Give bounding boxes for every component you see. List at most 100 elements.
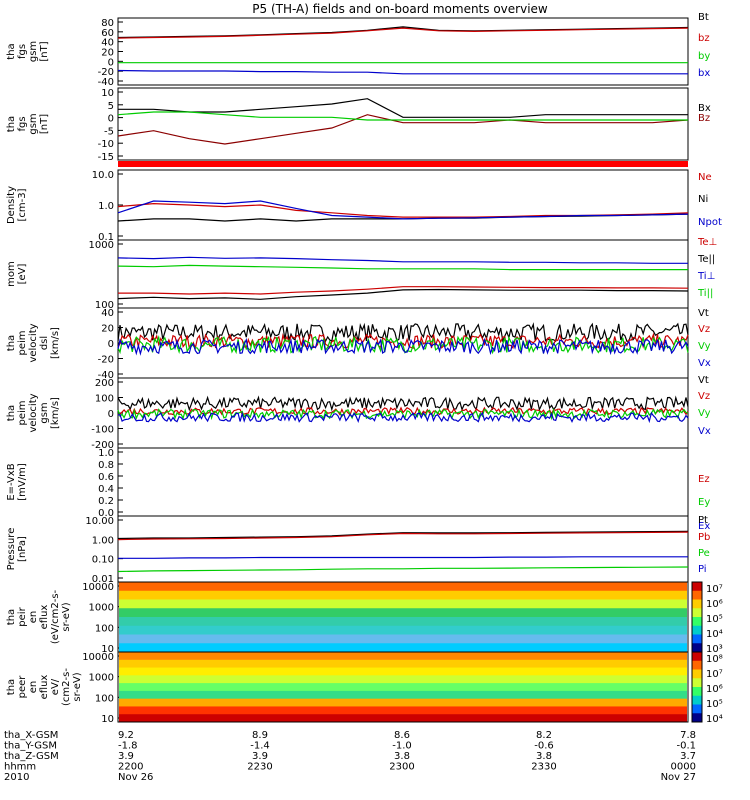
ylabel-line: peer bbox=[17, 675, 28, 699]
separator-bar bbox=[118, 161, 688, 167]
ylabel-line: gsm bbox=[28, 113, 39, 134]
colorbar-segment bbox=[692, 634, 702, 644]
ylabel-line: velocity bbox=[28, 393, 39, 432]
panel-efield: E=-VxB [mV/m] 1.00.80.60.40.20.0 Ez Ey Ex bbox=[6, 447, 710, 532]
colorbar-segment bbox=[692, 590, 702, 600]
ytick-label: 10000 bbox=[82, 652, 114, 663]
ytick-label: -20 bbox=[98, 67, 114, 78]
legend-Ey: Ey bbox=[698, 497, 710, 508]
time-row-value: -1.8 bbox=[118, 741, 138, 752]
ylabel-line: peir bbox=[17, 606, 28, 626]
ylabel-line: en bbox=[28, 611, 39, 624]
ytick-label: 0 bbox=[108, 114, 114, 125]
colorbar-tick: 10⁷ bbox=[706, 669, 723, 680]
ytick-label: 200 bbox=[95, 378, 114, 389]
spectrogram-band bbox=[119, 698, 687, 707]
ytick-label: 1000 bbox=[89, 603, 114, 614]
legend-Vz: Vz bbox=[698, 324, 710, 335]
series-line-Pb bbox=[117, 531, 689, 541]
ytick-label: -20 bbox=[98, 355, 114, 366]
ytick-label: 80 bbox=[101, 18, 114, 29]
colorbar-segment bbox=[692, 652, 702, 662]
time-row-value: 9.2 bbox=[118, 730, 134, 741]
ytick-label: -15 bbox=[98, 152, 114, 163]
ylabel-line: E=-VxB bbox=[6, 463, 17, 500]
series-line-Pi bbox=[118, 556, 688, 559]
ytick-label: 10 bbox=[101, 644, 114, 655]
colorbar-segment bbox=[692, 713, 702, 723]
ylabel-line: gsm bbox=[39, 402, 50, 423]
spectrogram-band bbox=[119, 667, 687, 676]
legend-Pi: Pi bbox=[698, 564, 707, 575]
legend-Ne: Ne bbox=[698, 172, 712, 183]
colorbar-segment bbox=[692, 625, 702, 635]
spectrogram-band bbox=[119, 634, 687, 644]
ytick-label: 10000 bbox=[82, 582, 114, 593]
legend-Pe: Pe bbox=[698, 548, 710, 559]
spectrogram-band bbox=[119, 652, 687, 661]
legend-by: by bbox=[698, 51, 710, 62]
panel-density: Density [cm-3] 10.0 1.0 0.1 Ne Ni Npot bbox=[6, 169, 722, 243]
legend-Npot: Npot bbox=[698, 217, 722, 228]
ylabel-line: eflux bbox=[39, 675, 50, 700]
time-row-name: tha_Z-GSM bbox=[4, 751, 59, 762]
ytick-label: 1000 bbox=[89, 240, 114, 251]
series-line-Pt bbox=[117, 530, 689, 540]
ytick-label: 10.00 bbox=[85, 516, 114, 527]
time-row-value: 2330 bbox=[531, 762, 556, 773]
ytick-label: 20 bbox=[101, 48, 114, 59]
ylabel-line: sr-eV) bbox=[61, 602, 72, 631]
series-line-Ti⊥ bbox=[117, 256, 688, 264]
time-row-value: Nov 27 bbox=[661, 772, 696, 783]
time-row-name: hhmm bbox=[4, 762, 36, 773]
ylabel-line: tha bbox=[6, 405, 17, 421]
colorbar-segment bbox=[692, 669, 702, 679]
ytick-label: 1000 bbox=[89, 673, 114, 684]
legend-bx: bx bbox=[698, 68, 710, 79]
ylabel-line: gsm bbox=[28, 41, 39, 62]
ytick-label: -40 bbox=[98, 77, 114, 88]
series-line-Pe bbox=[117, 566, 689, 573]
ylabel-line: en bbox=[28, 681, 39, 694]
ytick-label: 20 bbox=[101, 324, 114, 335]
legend-Pt: Pt bbox=[698, 515, 708, 526]
time-row-value: Nov 26 bbox=[118, 772, 153, 783]
colorbar-segment bbox=[692, 704, 702, 714]
ytick-label: -10 bbox=[98, 139, 114, 150]
legend-Pb: Pb bbox=[698, 532, 710, 543]
legend-Vt: Vt bbox=[698, 375, 709, 386]
series-line-Vt bbox=[117, 395, 689, 412]
ytick-label: 0.4 bbox=[98, 484, 114, 495]
ylabel-line: velocity bbox=[28, 323, 39, 362]
ylabel-line: Density bbox=[6, 186, 17, 224]
spectrogram-band bbox=[119, 625, 687, 635]
ytick-label: -40 bbox=[98, 370, 114, 381]
ytick-label: 0.6 bbox=[98, 472, 114, 483]
time-row-value: 2230 bbox=[247, 762, 272, 773]
time-row-value: -1.4 bbox=[250, 741, 270, 752]
panel-peim: tha peim velocity dsl [km/s] 40 20 0 -20 -40 Vt Vz V… bbox=[6, 307, 711, 381]
ytick-label: -100 bbox=[91, 425, 114, 436]
legend-Vx: Vx bbox=[698, 426, 711, 437]
time-row-value: 0000 bbox=[671, 762, 696, 773]
series-line-Vy bbox=[117, 335, 689, 355]
time-row-value: -1.0 bbox=[392, 741, 412, 752]
colorbar-segment bbox=[692, 695, 702, 705]
panel-frame bbox=[117, 651, 689, 723]
ytick-label: 0.8 bbox=[98, 460, 114, 471]
ylabel-line: [cm-3] bbox=[17, 188, 28, 221]
series-line-Vx bbox=[117, 337, 689, 356]
panel-peer: tha peer en eflux eV/(cm2-s-sr-eV) 10000 1000 1… bbox=[6, 651, 723, 725]
ytick-label: 100 bbox=[95, 394, 114, 405]
legend-Te||: Te|| bbox=[697, 254, 715, 265]
series-line-Te|| bbox=[117, 288, 689, 300]
spectrogram-band bbox=[119, 643, 687, 653]
series-line-Vx bbox=[117, 411, 689, 424]
legend-Ti⊥: Ti⊥ bbox=[697, 271, 715, 282]
legend-Ex: Ex bbox=[698, 521, 710, 532]
series-line-Bx bbox=[118, 98, 688, 118]
panel-temp: mom [eV] 1000 100 Te⊥ Te|| Ti⊥ Ti|| bbox=[6, 237, 717, 311]
ylabel-line: tha bbox=[6, 43, 17, 59]
